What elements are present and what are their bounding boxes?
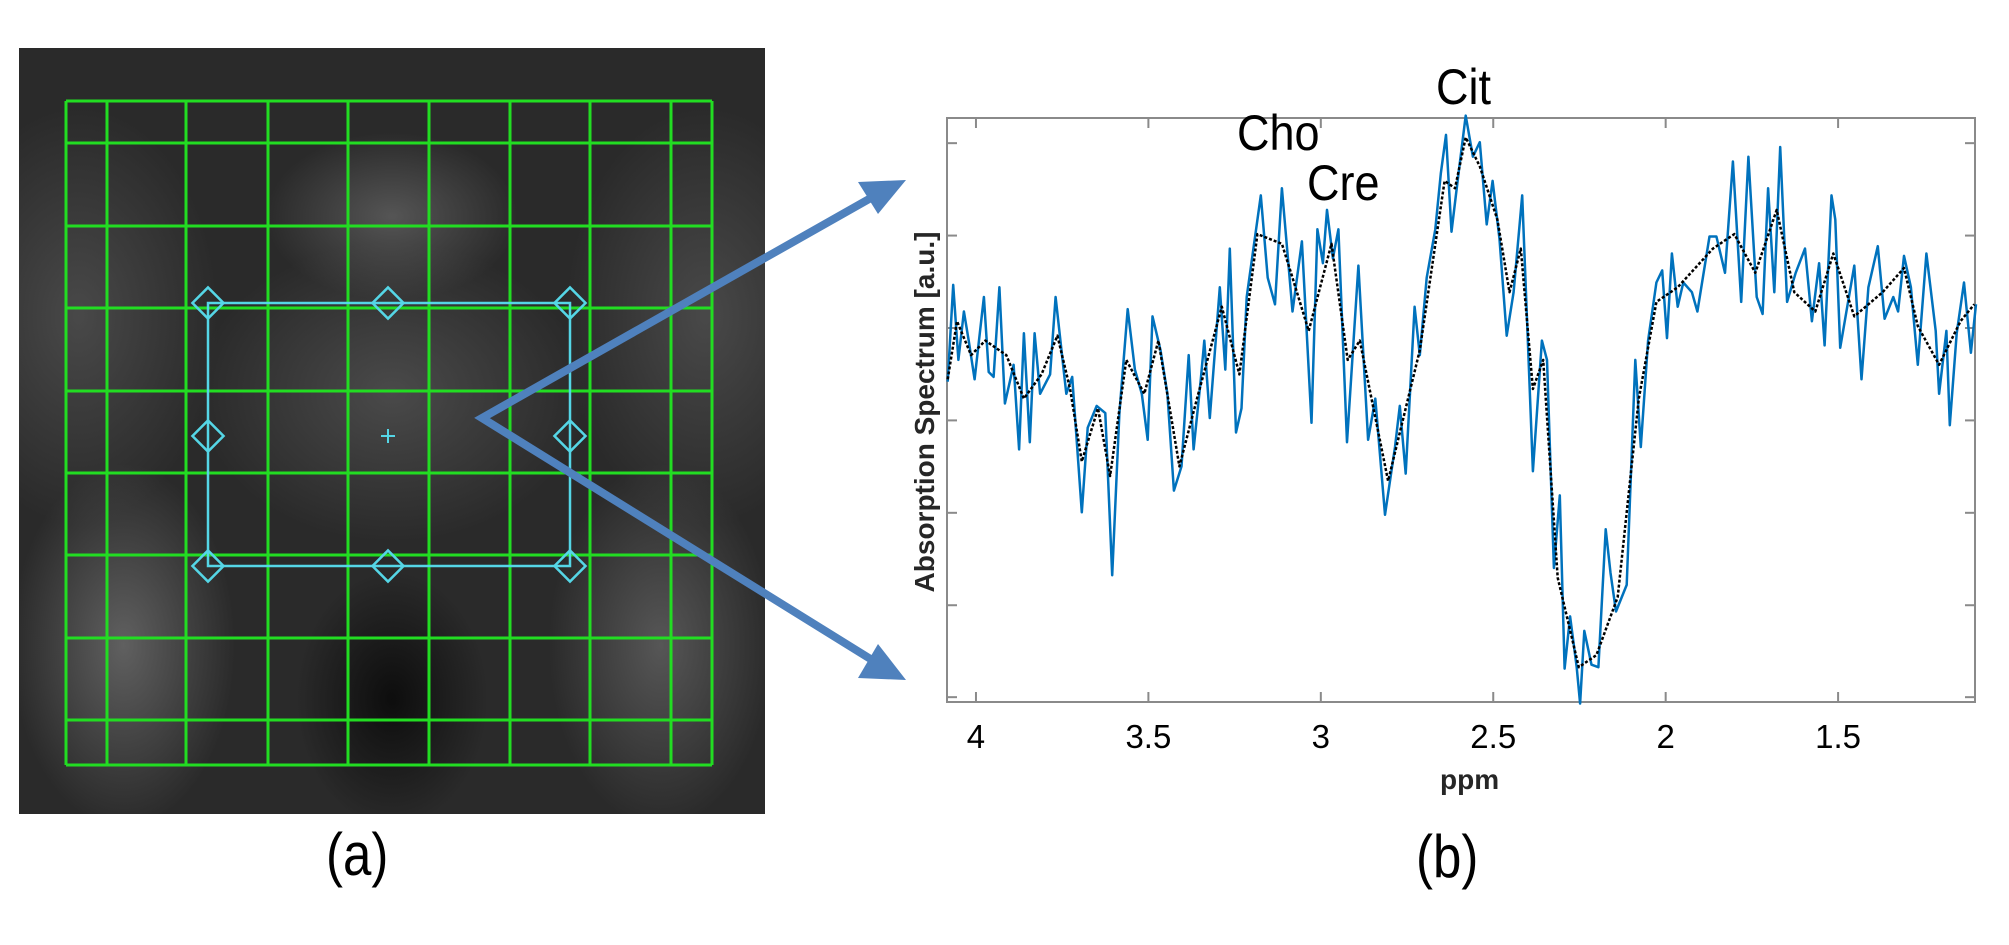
handle-diamond-icon: [552, 418, 588, 454]
handle-diamond-icon: [190, 548, 226, 584]
handle-diamond-icon: [552, 285, 588, 321]
x-axis-label: ppm: [1440, 764, 1500, 795]
spectrum-line-fit: [946, 136, 1976, 669]
x-tick-label: 2.5: [1470, 718, 1517, 755]
handle-diamond-icon: [370, 285, 406, 321]
handle-diamond-icon: [190, 418, 226, 454]
x-tick-label: 3.5: [1125, 718, 1172, 755]
zoom-arrow-lines: [474, 186, 888, 672]
panel-label-a: (a): [326, 821, 389, 888]
x-tick-label: 1.5: [1815, 718, 1862, 755]
plot-frame: [946, 117, 1976, 703]
y-axis-label: Absorption Spectrum [a.u.]: [909, 231, 940, 593]
voxel-box: [206, 301, 572, 568]
handle-diamond-icon: [190, 285, 226, 321]
arrowhead-lower-icon: [858, 644, 906, 680]
annotation-cit: Cit: [1436, 59, 1491, 115]
mri-image: [19, 48, 765, 814]
x-tick-label: 4: [966, 718, 986, 755]
panel-label-b: (b): [1416, 823, 1479, 890]
annotation-cre: Cre: [1307, 155, 1380, 211]
spectrum-line-measured: [946, 114, 1978, 705]
x-tick-label: 3: [1311, 718, 1330, 755]
handle-diamond-icon: [370, 548, 406, 584]
x-tick-label: 2: [1656, 718, 1675, 755]
center-plus-icon: [381, 429, 395, 443]
handle-diamond-icon: [552, 548, 588, 584]
arrowhead-upper-icon: [858, 180, 906, 214]
annotation-cho: Cho: [1237, 105, 1320, 161]
